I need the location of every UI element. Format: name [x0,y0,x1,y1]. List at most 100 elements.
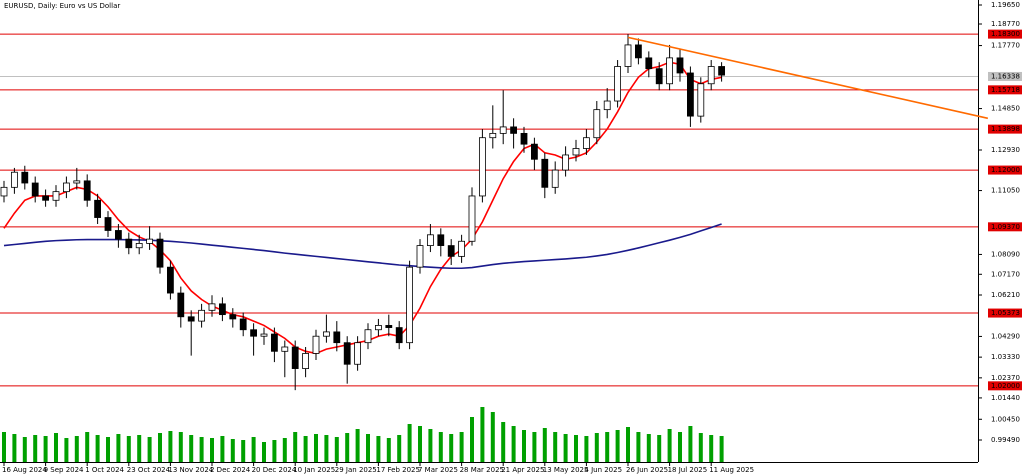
x-tick-label: 20 Dec 2024 [252,466,297,474]
x-tick-label: 23 Oct 2024 [127,466,171,474]
y-tick-label: 1.17770 [991,42,1020,50]
volume-bar [428,429,433,462]
candle-body [42,195,49,201]
level-label: 1.09370 [991,223,1020,231]
volume-bar [262,442,266,462]
volume-bar [241,440,246,462]
candle-body [520,132,528,145]
y-tick-label: 1.08090 [991,250,1020,258]
y-tick-label: 1.00450 [991,415,1020,423]
candle-body [510,126,518,134]
x-tick-label: 1 Oct 2024 [85,466,124,474]
candle-body [218,303,226,316]
candle-body [135,243,143,249]
y-tick-label: 1.18770 [991,20,1020,28]
y-tick-label: 1.14850 [991,105,1020,113]
volume-bar [2,432,6,462]
volume-bar [334,437,339,462]
x-tick-label: 18 Jul 2025 [668,466,708,474]
volume-bar [189,435,194,462]
volume-bar [501,422,506,462]
volume-bar [511,426,516,462]
volume-bar [418,426,422,462]
candle-body [687,72,694,117]
candle-body [73,180,81,184]
candle-body [624,44,632,67]
candle-body [312,335,320,354]
candle-body [447,245,455,257]
candle-body [270,333,278,352]
candle-body [115,230,122,240]
candle-body [614,66,621,102]
volume-bar [12,434,17,462]
candle-body [697,83,705,117]
candle-body [676,57,684,74]
x-tick-label: 13 Nov 2024 [168,466,213,474]
y-tick-label: 0.99490 [991,436,1020,444]
volume-bar [563,434,568,462]
volume-bar [719,436,724,462]
level-label: 1.15718 [991,86,1020,94]
volume-bar [542,428,547,462]
level-label-box [988,381,1022,391]
y-tick-label: 1.11050 [991,187,1020,195]
volume-bar [449,434,454,462]
volume-bar [657,435,662,462]
level-label-box [988,308,1022,318]
volume-bar [688,426,693,462]
volume-bar [574,435,578,462]
volume-bar [22,437,27,462]
candle-body [229,314,237,320]
volume-bar [64,438,69,462]
candle-body [593,109,601,139]
volume-bar [54,433,58,462]
volume-bar [85,432,90,462]
volume-bar [397,435,402,462]
y-tick-label: 1.02370 [991,374,1020,382]
volume-bar [210,438,214,462]
candle-body [146,238,154,244]
candle-body [531,143,538,160]
volume-bar [594,433,599,462]
candle-body [250,329,258,337]
candle-body [666,57,673,85]
volume-bar [126,436,131,462]
x-tick-label: 29 Jan 2025 [335,466,377,474]
volume-bar [584,436,589,462]
candle-body [343,342,351,365]
x-tick-label: 13 May 2025 [543,466,589,474]
moving-average [3,61,722,355]
candle-body [458,240,466,257]
volume-bar [470,417,474,462]
level-label-box [988,165,1022,175]
candle-body [551,169,559,188]
level-label: 1.05373 [991,309,1020,317]
candle-body [63,182,70,193]
candle-body [707,66,715,85]
volume-bar [376,436,381,462]
level-label-box [988,124,1022,134]
volume-bar [615,430,620,462]
volume-bar [646,434,651,462]
level-label-box [988,29,1022,39]
volume-bar [168,431,173,462]
y-tick-label: 1.12930 [991,146,1020,154]
x-tick-label: 9 Sep 2024 [44,466,84,474]
x-tick-label: 7 Mar 2025 [418,466,458,474]
y-tick-label: 1.06210 [991,291,1020,299]
candle-body [52,191,60,201]
y-tick-label: 1.19650 [991,1,1020,9]
candle-body [583,137,590,149]
x-tick-label: 10 Jan 2025 [293,466,335,474]
candle-body [260,333,268,337]
volume-bar [709,435,714,462]
candle-body [416,245,424,268]
volume-bar [459,432,464,462]
candle-body [478,137,486,197]
volume-bar [106,437,110,462]
candle-body [177,292,185,318]
volume-bar [303,436,308,462]
x-tick-label: 16 Aug 2024 [2,466,47,474]
candle-body [468,195,476,242]
